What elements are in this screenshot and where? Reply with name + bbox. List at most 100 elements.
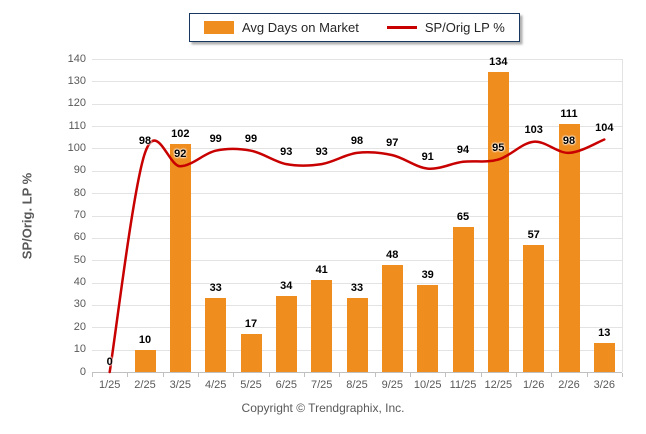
x-tick-label: 5/25 — [240, 379, 262, 391]
line-value-label: 94 — [456, 143, 470, 156]
legend-line-label: SP/Orig LP % — [424, 20, 505, 35]
x-axis-tick — [198, 373, 199, 377]
x-tick-label: 2/25 — [134, 379, 156, 391]
bar-value-label: 33 — [350, 282, 364, 295]
x-tick-label: 8/25 — [346, 379, 368, 391]
bar-value-label: 57 — [527, 228, 540, 241]
line-value-label: 91 — [421, 150, 434, 163]
legend: Avg Days on Market SP/Orig LP % — [189, 13, 520, 42]
gridline — [92, 126, 622, 128]
bar-value-label: 48 — [386, 248, 399, 261]
x-axis-tick — [92, 373, 93, 377]
bar — [593, 342, 615, 372]
y-tick-label: 50 — [73, 253, 86, 266]
x-tick-label: 9/25 — [381, 379, 403, 391]
legend-bar-label: Avg Days on Market — [242, 20, 359, 35]
x-tick-label: 7/25 — [310, 379, 333, 391]
bar — [240, 334, 262, 372]
x-axis-tick — [127, 373, 129, 377]
x-tick-label: 11/25 — [449, 379, 477, 391]
y-tick-label: 80 — [73, 186, 86, 199]
line-value-label: 99 — [244, 132, 258, 145]
x-axis-tick — [410, 373, 411, 377]
y-tick-label: 100 — [67, 141, 86, 154]
line-value-label: 104 — [595, 121, 614, 134]
y-tick-label: 20 — [73, 320, 86, 333]
bar-value-label: 65 — [456, 210, 470, 223]
bar — [205, 298, 227, 372]
legend-line-swatch-icon — [386, 26, 417, 29]
bar — [346, 298, 368, 372]
bar-value-label: 34 — [280, 280, 293, 292]
y-tick-label: 10 — [73, 343, 86, 356]
y-tick-label: 110 — [68, 119, 86, 132]
y-tick-label: 0 — [79, 365, 86, 378]
bar — [487, 72, 509, 372]
x-axis-tick — [480, 373, 482, 377]
bar-value-label: 0 — [106, 356, 113, 368]
copyright-text: Copyright © Trendgraphix, Inc. — [241, 401, 405, 415]
line-value-label: 95 — [492, 141, 505, 154]
bar — [311, 280, 333, 372]
plot-right-border — [622, 59, 623, 372]
bar-value-label: 33 — [209, 282, 222, 295]
y-tick-label: 90 — [73, 164, 86, 177]
line-value-label: 93 — [315, 146, 328, 159]
bar-value-label: 10 — [138, 333, 152, 346]
x-axis-tick — [551, 373, 553, 377]
bar — [134, 349, 156, 372]
y-tick-label: 60 — [73, 231, 86, 244]
bar-value-label: 17 — [244, 318, 258, 330]
x-axis-tick — [268, 373, 270, 377]
bar — [558, 123, 580, 372]
y-tick-label: 70 — [73, 209, 86, 221]
bar — [169, 144, 191, 372]
bar-value-label: 134 — [489, 56, 508, 69]
line-value-label: 98 — [138, 134, 152, 147]
x-axis-tick — [586, 373, 588, 377]
x-axis-tick — [339, 373, 341, 377]
x-axis-line — [92, 372, 622, 373]
bar-value-label: 41 — [315, 264, 328, 277]
line-value-label: 103 — [524, 123, 543, 136]
x-axis-tick — [233, 373, 235, 377]
x-tick-label: 1/26 — [522, 379, 545, 391]
x-axis-tick — [445, 373, 447, 377]
line-value-label: 98 — [562, 134, 576, 147]
y-tick-label: 130 — [67, 74, 86, 87]
x-axis-tick — [516, 373, 517, 377]
x-tick-label: 6/25 — [275, 379, 297, 391]
gridline — [92, 59, 622, 60]
y-tick-label: 40 — [73, 276, 86, 289]
x-axis-tick — [374, 373, 376, 377]
gridline — [92, 103, 622, 105]
x-tick-label: 1/25 — [98, 379, 121, 391]
bar-value-label: 111 — [560, 107, 578, 120]
x-tick-label: 10/25 — [413, 379, 442, 391]
y-tick-label: 120 — [67, 97, 86, 110]
bar — [523, 244, 545, 372]
x-tick-label: 4/25 — [204, 379, 227, 391]
bar — [381, 264, 403, 372]
line-value-label: 92 — [174, 148, 187, 161]
line-value-label: 98 — [350, 134, 364, 147]
bar — [452, 226, 474, 372]
x-tick-label: 3/25 — [169, 379, 191, 391]
bar-value-label: 13 — [598, 326, 611, 339]
gridline — [92, 81, 622, 83]
line-value-label: 93 — [280, 146, 293, 159]
x-axis-tick — [304, 373, 305, 377]
line-value-label: 97 — [386, 137, 399, 150]
y-tick-label: 30 — [73, 298, 86, 311]
x-axis-tick — [162, 373, 164, 377]
x-axis-tick — [622, 373, 623, 377]
x-tick-label: 2/26 — [558, 379, 580, 391]
bar-value-label: 102 — [171, 128, 190, 140]
legend-bar-swatch-icon — [204, 21, 234, 34]
bar-value-label: 39 — [421, 268, 434, 281]
line-value-label: 99 — [209, 132, 222, 145]
x-tick-label: 3/26 — [593, 379, 615, 391]
y-axis-title: SP/Orig. LP % — [19, 172, 35, 260]
y-tick-label: 140 — [67, 52, 86, 65]
